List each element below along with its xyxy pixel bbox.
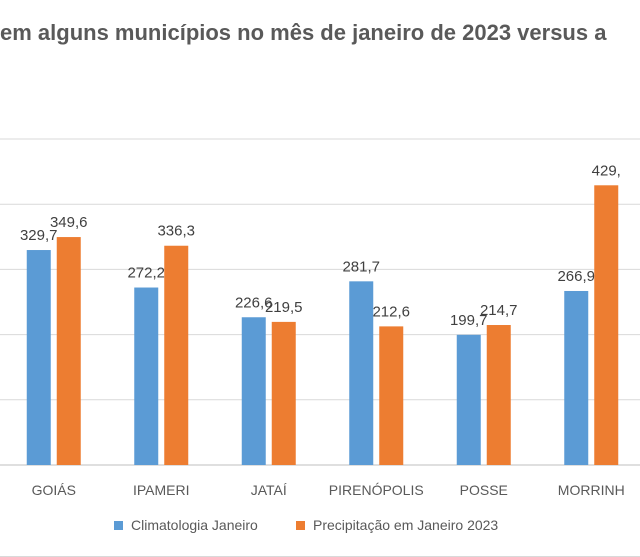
legend-swatch-precipitacao xyxy=(296,520,305,530)
bar-precipitacao-2 xyxy=(271,321,296,465)
data-label-climatologia-0: 329,7 xyxy=(20,227,58,244)
category-label-2: JATAÍ xyxy=(251,482,287,498)
bar-precipitacao-5 xyxy=(594,185,619,466)
bar-precipitacao-0 xyxy=(56,237,81,465)
legend-label-precipitacao: Precipitação em Janeiro 2023 xyxy=(313,517,499,533)
data-label-precipitacao-0: 349,6 xyxy=(50,214,88,231)
data-label-precipitacao-1: 336,3 xyxy=(157,223,195,240)
data-label-precipitacao-4: 214,7 xyxy=(480,302,518,319)
category-label-5: MORRINH xyxy=(558,482,625,498)
legend-swatch-climatologia xyxy=(114,520,123,530)
category-label-0: GOIÁS xyxy=(32,482,76,498)
chart-title: em alguns municípios no mês de janeiro d… xyxy=(0,20,607,45)
data-label-climatologia-1: 272,2 xyxy=(127,265,165,282)
bar-climatologia-4 xyxy=(456,334,481,465)
bar-climatologia-2 xyxy=(241,317,266,465)
bar-precipitacao-3 xyxy=(379,326,404,465)
bar-climatologia-1 xyxy=(134,287,159,465)
data-label-precipitacao-3: 212,6 xyxy=(372,303,410,320)
data-label-precipitacao-5: 429, xyxy=(592,162,621,179)
bar-climatologia-0 xyxy=(26,250,51,465)
legend-label-climatologia: Climatologia Janeiro xyxy=(131,517,258,533)
data-label-climatologia-4: 199,7 xyxy=(450,312,488,329)
chart-legend: Climatologia Janeiro Precipitação em Jan… xyxy=(0,517,640,539)
category-label-4: POSSE xyxy=(460,482,508,498)
data-label-precipitacao-2: 219,5 xyxy=(265,299,303,316)
bar-precipitacao-4 xyxy=(486,325,511,465)
bar-precipitacao-1 xyxy=(164,245,189,465)
legend-item-precipitacao: Precipitação em Janeiro 2023 xyxy=(296,517,498,533)
legend-item-climatologia: Climatologia Janeiro xyxy=(114,517,258,533)
data-label-climatologia-2: 226,6 xyxy=(235,294,273,311)
data-label-climatologia-5: 266,9 xyxy=(557,268,595,285)
bar-climatologia-5 xyxy=(564,290,589,465)
bar-climatologia-3 xyxy=(349,281,374,465)
category-label-3: PIRENÓPOLIS xyxy=(329,482,424,498)
category-label-1: IPAMERI xyxy=(133,482,190,498)
data-label-climatologia-3: 281,7 xyxy=(342,258,380,275)
